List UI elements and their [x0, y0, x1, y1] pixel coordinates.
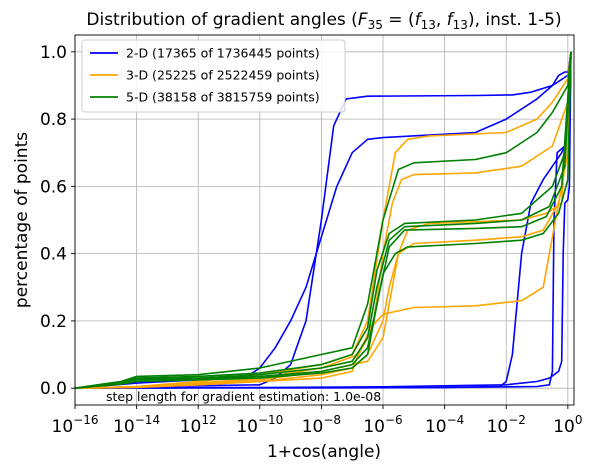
x-tick-label: 10−8 — [302, 413, 341, 437]
series-line — [74, 51, 572, 389]
y-axis-label: percentage of points — [12, 132, 32, 308]
y-tick-label: 0.6 — [40, 177, 67, 197]
plot-frame — [74, 34, 575, 406]
legend: 2-D (17365 of 1736445 points) 3-D (25225… — [81, 39, 346, 113]
y-tick-label: 0.8 — [40, 110, 67, 130]
series-line — [74, 51, 572, 389]
x-tick-label: 10−6 — [363, 413, 402, 437]
step-length-annotation: step length for gradient estimation: 1.0… — [106, 389, 381, 404]
x-tick-label: 100 — [553, 413, 582, 437]
y-tick-label: 0.2 — [40, 312, 67, 332]
tick-layer: 10−16 10−14 1012 10−10 10−8 10−6 10−4 10−2 100 0.… — [40, 43, 583, 437]
legend-label-5d: 5-D (38158 of 3815759 points) — [126, 90, 320, 105]
y-tick-label: 0.4 — [40, 245, 67, 265]
legend-label-2d: 2-D (17365 of 1736445 points) — [126, 46, 320, 61]
y-tick-label: 1.0 — [40, 43, 67, 63]
series-line — [74, 51, 572, 389]
series-line — [74, 51, 572, 389]
legend-box — [81, 39, 346, 113]
series-line — [74, 51, 572, 389]
x-tick-label: 1012 — [180, 413, 217, 437]
series-line — [74, 51, 572, 389]
curve-layer — [74, 51, 572, 389]
series-line — [74, 51, 572, 389]
legend-label-3d: 3-D (25225 of 2522459 points) — [126, 68, 320, 83]
x-tick-label: 10−4 — [425, 413, 464, 437]
x-tick-label: 10−10 — [236, 413, 283, 437]
series-2 — [74, 51, 572, 389]
y-tick-label: 0.0 — [40, 379, 67, 399]
series-line — [74, 51, 572, 389]
x-tick-label: 10−16 — [52, 413, 99, 437]
x-tick-label: 10−14 — [113, 413, 160, 437]
series-line — [74, 51, 572, 389]
chart-title: Distribution of gradient angles (F35 = (… — [86, 10, 561, 32]
x-tick-label: 10−2 — [487, 413, 526, 437]
x-axis-label: 1+cos(angle) — [267, 442, 381, 462]
